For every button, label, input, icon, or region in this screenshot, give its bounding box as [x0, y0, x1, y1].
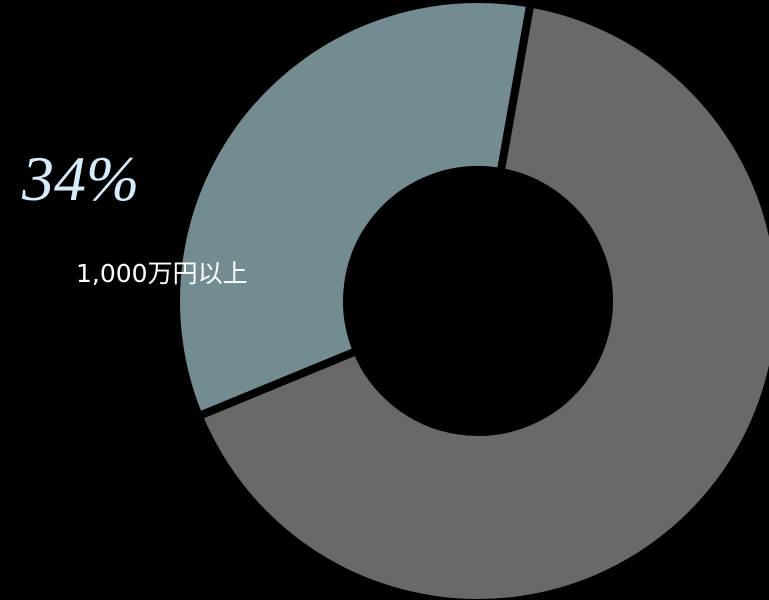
donut	[172, 0, 769, 600]
category-label: 1,000万円以上	[76, 259, 248, 288]
slice	[172, 0, 536, 422]
slice	[193, 0, 769, 600]
value-label: 34%	[21, 143, 139, 214]
